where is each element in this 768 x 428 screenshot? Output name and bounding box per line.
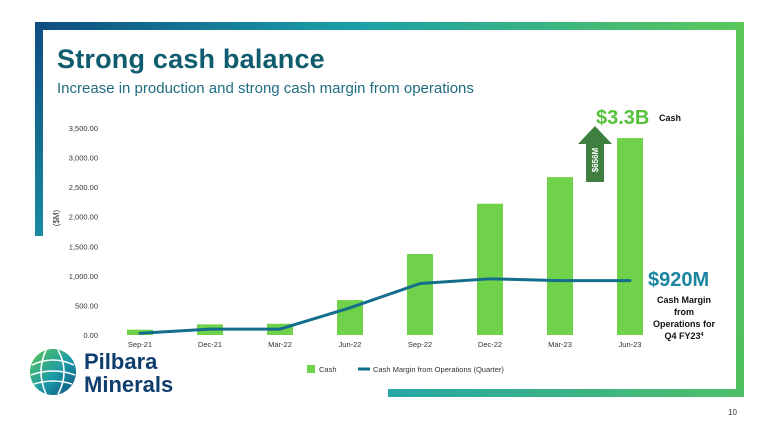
y-tick-label: 3,500.00 (69, 124, 98, 133)
y-tick-label: 0.00 (83, 331, 98, 340)
y-tick-label: 2,000.00 (69, 213, 98, 222)
frame-bottom-bar (388, 389, 744, 397)
slide-title: Strong cash balance (57, 44, 325, 74)
logo-wordmark: Pilbara Minerals (84, 350, 173, 396)
margin-label-line: Operations for (653, 319, 716, 329)
chart-legend: Cash Cash Margin from Operations (Quarter… (307, 365, 504, 374)
cash-bar (547, 177, 573, 335)
bar-series-group (127, 138, 643, 335)
cash-bar (407, 253, 433, 335)
margin-label-line: from (674, 307, 694, 317)
x-tick-label: Sep-21 (128, 340, 152, 349)
legend-swatch-cash (307, 365, 315, 373)
x-tick-label: Mar-23 (548, 340, 572, 349)
cash-bar (617, 138, 643, 335)
x-tick-label: Jun-23 (619, 340, 642, 349)
legend-label-margin: Cash Margin from Operations (Quarter) (373, 365, 504, 374)
y-tick-group: 0.00 500.00 1,000.00 1,500.00 2,000.00 2,500.… (69, 124, 98, 340)
margin-value-callout: $920M (648, 269, 709, 291)
frame-right-bar (736, 22, 744, 397)
pilbara-globe-icon (30, 349, 76, 395)
y-tick-label: 1,500.00 (69, 242, 98, 251)
y-tick-label: 3,000.00 (69, 154, 98, 163)
cash-value-callout: $3.3B (596, 107, 649, 129)
logo-word-pilbara: Pilbara (84, 349, 158, 374)
margin-label-line: Q4 FY234 (664, 331, 704, 341)
y-tick-label: 500.00 (75, 301, 98, 310)
y-tick-label: 2,500.00 (69, 183, 98, 192)
growth-arrow-label: $656M (591, 147, 600, 172)
x-tick-label: Dec-21 (198, 340, 222, 349)
slide-subtitle: Increase in production and strong cash m… (57, 80, 474, 97)
cash-margin-line (138, 277, 632, 335)
x-tick-label: Mar-22 (268, 340, 292, 349)
margin-label-line: Cash Margin (657, 295, 711, 305)
cash-label-callout: Cash (659, 113, 681, 123)
x-tick-label: Dec-22 (478, 340, 502, 349)
x-tick-label: Jun-22 (339, 340, 362, 349)
x-tick-group: Sep-21 Dec-21 Mar-22 Jun-22 Sep-22 Dec-22 Mar-… (128, 340, 642, 349)
x-tick-label: Sep-22 (408, 340, 432, 349)
frame-top-bar (35, 22, 744, 30)
y-axis-label: ($M) (52, 209, 61, 226)
page-number: 10 (728, 408, 737, 417)
y-tick-label: 1,000.00 (69, 272, 98, 281)
line-series-group (138, 277, 632, 335)
growth-arrow-icon (578, 126, 612, 182)
frame-left-bar (35, 22, 43, 236)
cash-bar (477, 203, 503, 335)
chart-callouts: $656M $3.3B Cash $920M Cash Margin from Operat… (578, 107, 715, 341)
legend-label-cash: Cash (319, 365, 337, 374)
margin-footnote-marker: 4 (700, 332, 704, 338)
logo-word-minerals: Minerals (84, 372, 174, 397)
